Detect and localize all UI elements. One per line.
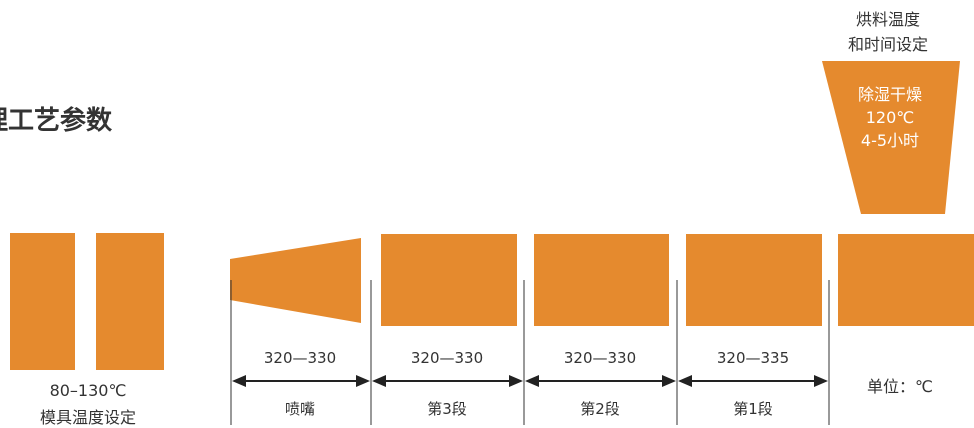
section-title: 理工艺参数 (0, 106, 113, 136)
hopper-header-line2: 和时间设定 (847, 35, 928, 54)
zone-name: 第2段 (580, 400, 620, 418)
hopper-line3: 4-5小时 (860, 131, 920, 150)
hopper-shape (822, 61, 960, 214)
zone-temp: 320—335 (716, 349, 790, 367)
zone-temp: 320—330 (563, 349, 637, 367)
barrel-feed-block (838, 234, 974, 326)
zone-temp: 320—330 (410, 349, 484, 367)
mold-label: 模具温度设定 (39, 408, 136, 427)
barrel-zone-1 (686, 234, 822, 326)
hopper-line2: 120℃ (865, 108, 915, 127)
barrel-zone-2 (534, 234, 669, 326)
zone-name: 第1段 (733, 400, 773, 418)
unit-label: 单位：℃ (867, 377, 933, 396)
mold-block-right (96, 233, 164, 370)
zone-temp: 320—330 (263, 349, 337, 367)
hopper-header-line1: 烘料温度 (855, 10, 920, 29)
mold-temp: 80–130℃ (49, 381, 127, 400)
mold-block-left (10, 233, 75, 370)
nozzle-shape (230, 238, 361, 323)
hopper-line1: 除湿干燥 (857, 85, 922, 104)
zone-name: 第3段 (427, 400, 467, 418)
dimension-arrows (232, 375, 828, 387)
zone-name: 喷嘴 (284, 400, 315, 418)
barrel-zone-3 (381, 234, 517, 326)
